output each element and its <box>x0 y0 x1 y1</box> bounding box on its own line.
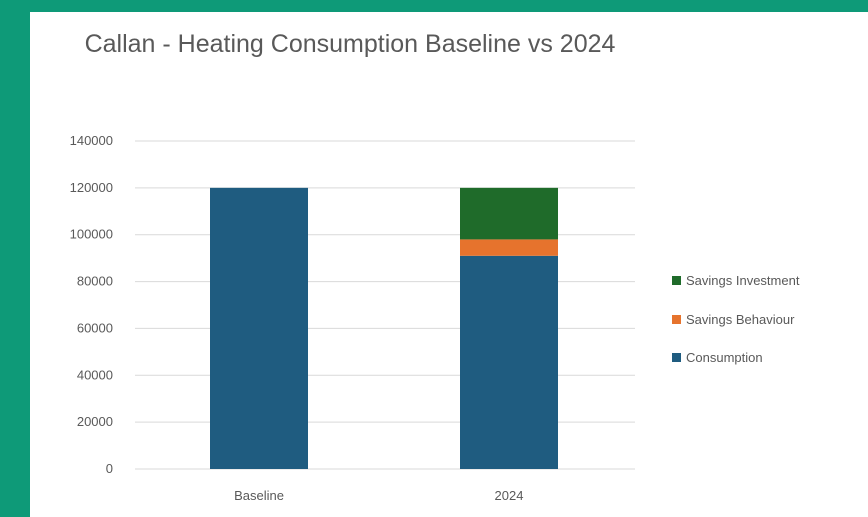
x-tick-label: 2024 <box>495 488 524 503</box>
chart-title: Callan - Heating Consumption Baseline vs… <box>84 30 616 58</box>
chart-card <box>30 12 868 517</box>
y-tick-label: 0 <box>106 461 113 476</box>
bar-2024-savings-investment <box>460 187 558 240</box>
y-tick-label: 100000 <box>70 227 113 242</box>
y-tick-label: 40000 <box>77 367 113 382</box>
y-tick-label: 120000 <box>70 180 113 195</box>
bar-2024-consumption <box>460 255 558 469</box>
legend-label-savings-behaviour: Savings Behaviour <box>686 312 795 327</box>
legend-label-savings-investment: Savings Investment <box>686 273 800 288</box>
bar-baseline-consumption <box>210 187 308 469</box>
y-tick-label: 140000 <box>70 133 113 148</box>
y-tick-label: 60000 <box>77 320 113 335</box>
x-tick-label: Baseline <box>234 488 284 503</box>
legend-swatch-consumption <box>672 353 681 362</box>
legend-label-consumption: Consumption <box>686 350 763 365</box>
y-tick-label: 20000 <box>77 414 113 429</box>
bar-2024-savings-behaviour <box>460 239 558 256</box>
y-tick-label: 80000 <box>77 274 113 289</box>
legend-swatch-savings-behaviour <box>672 315 681 324</box>
legend-swatch-savings-investment <box>672 276 681 285</box>
